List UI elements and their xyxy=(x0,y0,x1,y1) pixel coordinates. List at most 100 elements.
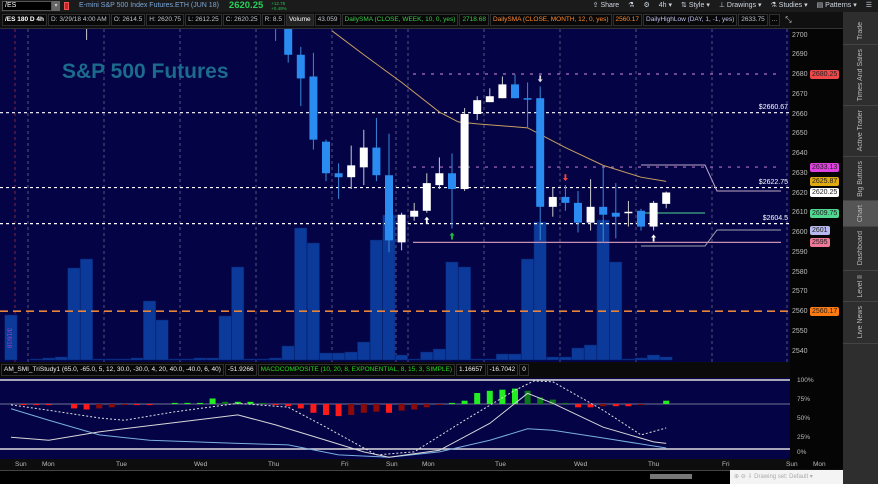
flask-icon[interactable]: ⚗ xyxy=(628,2,635,9)
smi-line xyxy=(10,392,667,458)
macd-histogram-bar xyxy=(108,404,115,408)
link-icon[interactable] xyxy=(64,2,69,10)
collapse-icon[interactable]: ⤡ xyxy=(785,15,792,24)
candle-body xyxy=(422,183,431,211)
tab-big-buttons[interactable]: Big Buttons xyxy=(843,157,878,202)
sma-week-label[interactable]: DailySMA (CLOSE, WEEK, 10, 0, yes) xyxy=(341,14,459,26)
highlow-value: 2633.75 xyxy=(738,14,768,26)
bar-high: H: 2620.75 xyxy=(146,14,185,26)
volume-bar xyxy=(4,314,18,361)
macd-value-3: 0 xyxy=(519,364,529,376)
volume-bar xyxy=(67,267,81,361)
volume-bar xyxy=(395,354,408,361)
menu-icon[interactable]: ☰ xyxy=(865,2,872,9)
share-button[interactable]: ⇪ Share xyxy=(593,0,620,12)
macd-histogram-bar xyxy=(323,404,329,415)
price-tag: 2601 xyxy=(810,226,830,236)
candle-body xyxy=(548,196,557,207)
signal-down-arrow-icon xyxy=(562,174,568,182)
macd-histogram-bar xyxy=(184,402,191,404)
drawing-set-selector[interactable]: Drawing set: Default xyxy=(754,474,809,480)
tab-trade[interactable]: Trade xyxy=(843,18,878,46)
signal-up-arrow-icon xyxy=(651,234,657,242)
volume-bar xyxy=(256,358,270,361)
price-axis[interactable] xyxy=(790,29,843,469)
time-axis-label: Thu xyxy=(268,461,280,468)
patterns-label: Patterns xyxy=(825,2,852,9)
highlow-label[interactable]: DailyHighLow (DAY, 1, -1, yes) xyxy=(643,14,738,26)
volume-bar xyxy=(281,345,295,361)
tab-dashboard[interactable]: Dashboard xyxy=(843,227,878,271)
more-button[interactable]: ... xyxy=(768,14,781,26)
macd-study-label[interactable]: MACDCOMPOSITE (10, 20, 8, EXPONENTIAL, 8… xyxy=(257,364,456,376)
tab-chart[interactable]: Chart xyxy=(843,201,878,228)
right-sidebar-tabs: Trade Times And Sales Active Trader Big But… xyxy=(843,12,878,484)
price-change: +12.75 +0.49% xyxy=(271,1,286,12)
price-tick-label: 2650 xyxy=(792,130,808,138)
time-axis-label: Wed xyxy=(194,461,208,468)
volume-bar xyxy=(432,348,446,361)
gear-icon[interactable]: ⚙ xyxy=(643,2,650,9)
lower-study-labels: AM_SMI_TriStudy1 (65.0, -65.0, 5, 12, 30… xyxy=(1,364,529,376)
percent-tick-label: 0% xyxy=(797,449,807,456)
horizontal-scrollbar[interactable] xyxy=(0,470,730,484)
macd-histogram-bar xyxy=(486,390,493,404)
tab-level-ii[interactable]: Level II xyxy=(843,271,878,303)
volume-date-marker: 3/16/18 xyxy=(2,316,15,360)
change-value: +12.75 xyxy=(271,0,286,6)
candle-body xyxy=(624,211,633,214)
chart-id[interactable]: /ES 180 D 4h xyxy=(2,14,48,26)
sma-month-value: 2560.17 xyxy=(612,14,643,26)
candle-body xyxy=(574,202,582,223)
macd-histogram-bar xyxy=(625,404,632,407)
volume-date-label: 3/16/18 xyxy=(5,327,12,349)
patterns-button[interactable]: ▤ Patterns ▾ xyxy=(816,2,857,9)
volume-bar xyxy=(420,351,434,361)
drawings-button[interactable]: ⊥ Drawings ▾ xyxy=(718,2,762,9)
level-label: $2604.5 xyxy=(762,214,788,222)
sma-month-label[interactable]: DailySMA (CLOSE, MONTH, 12, 0, yes) xyxy=(489,14,612,26)
macd-histogram-bar xyxy=(71,404,77,409)
macd-histogram-bar xyxy=(562,402,569,404)
percent-tick-label: 75% xyxy=(797,396,811,403)
change-percent: +0.49% xyxy=(271,6,287,11)
macd-histogram-bar xyxy=(83,404,90,410)
smi-study-label[interactable]: AM_SMI_TriStudy1 (65.0, -65.0, 5, 12, 30… xyxy=(1,364,224,376)
volume-bar xyxy=(155,319,169,361)
candle-body xyxy=(498,84,507,99)
zoom-out-icon[interactable]: ⊖ xyxy=(740,474,748,480)
time-axis-label: Wed xyxy=(574,461,588,468)
price-tick-label: 2570 xyxy=(792,288,808,296)
macd-histogram-bar xyxy=(197,402,203,404)
zoom-in-icon[interactable]: ⊕ xyxy=(734,474,741,480)
macd-histogram-bar xyxy=(373,404,380,412)
tab-label: Big Buttons xyxy=(857,160,864,197)
candle-body xyxy=(347,165,356,178)
drawings-icon: ⊥ xyxy=(718,2,727,9)
macd-histogram-bar xyxy=(499,389,506,404)
studies-button[interactable]: ⚗ Studies ▾ xyxy=(770,2,808,9)
tab-times-and-sales[interactable]: Times And Sales xyxy=(843,45,878,107)
symbol-dropdown-icon[interactable]: ▾ xyxy=(52,1,60,11)
price-tick-label: 2560 xyxy=(792,308,808,315)
lower-study-pane[interactable] xyxy=(0,378,790,459)
timeframe-button[interactable]: 4h ▾ xyxy=(658,2,672,9)
scrollbar-thumb[interactable] xyxy=(650,474,692,479)
tab-live-news[interactable]: Live News xyxy=(843,302,878,344)
tab-label: Live News xyxy=(857,306,864,339)
volume-label[interactable]: Volume xyxy=(285,14,314,26)
macd-histogram-bar xyxy=(222,401,229,404)
style-button[interactable]: ⇅ Style ▾ xyxy=(681,2,710,9)
volume-bar xyxy=(647,354,660,361)
tab-label: Active Trader xyxy=(857,110,864,152)
candle-body xyxy=(359,147,368,168)
pin-icon[interactable]: ⇩ xyxy=(747,474,755,480)
tab-label: Chart xyxy=(857,205,864,223)
candle-body xyxy=(334,173,343,178)
candle-body xyxy=(511,84,519,99)
tab-label: Trade xyxy=(857,22,864,41)
tab-active-trader[interactable]: Active Trader xyxy=(843,106,878,157)
volume-bar xyxy=(483,358,497,361)
candle-body xyxy=(586,206,595,223)
symbol-input[interactable]: /ES xyxy=(2,1,52,11)
